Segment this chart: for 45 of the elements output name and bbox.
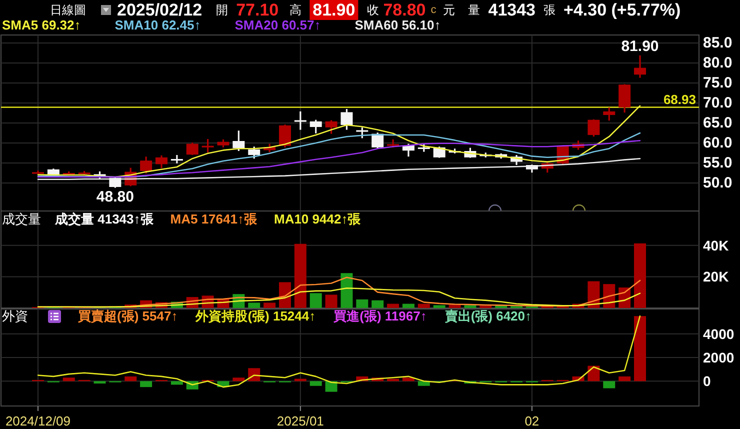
text: SMA5 69.32↑ — [2, 18, 81, 32]
x-tick-label: 2025/01 — [276, 414, 324, 428]
annotation: 48.80 — [96, 188, 134, 206]
chart-title: 日線圖 — [50, 3, 86, 17]
annotation: 買賣超(張) 5547↑ — [77, 308, 178, 324]
annotation: 賣出(張) 6420↑ — [444, 308, 532, 324]
annotation: 買進(張) 11967↑ — [332, 308, 427, 324]
chart-title: 成交量 — [2, 212, 41, 226]
y-tick-label: 40K — [703, 237, 729, 254]
text: 2025/02/12 — [117, 0, 202, 20]
text: 開 — [216, 3, 228, 17]
text: 張 — [544, 3, 556, 17]
text: 高 — [290, 3, 302, 17]
text: MA10 9442↑張 — [274, 212, 362, 226]
y-tick-label: 85.0 — [703, 34, 732, 52]
y-tick-label: 50.0 — [703, 174, 732, 192]
chart-title: 外資 — [2, 308, 28, 324]
text: SMA10 62.45↑ — [114, 18, 201, 32]
y-tick-label: 4000 — [703, 326, 734, 342]
text: 元 — [443, 3, 456, 17]
y-tick-label: 2000 — [703, 350, 734, 366]
x-tick-label: 2024/12/09 — [5, 414, 71, 428]
y-tick-label: 60.0 — [703, 134, 732, 152]
y-tick-label: 0 — [703, 373, 711, 390]
text: +4.30 (+5.77%) — [564, 0, 681, 20]
annotation: 成交量 41343↑張 — [54, 212, 154, 226]
text: 外資持股(張) 15244↑ — [194, 308, 316, 324]
x-tick-label: 02 — [524, 414, 540, 428]
text: 收 — [367, 3, 380, 17]
text: c — [430, 4, 437, 16]
text: 量 — [468, 3, 480, 17]
text: 78.80 — [383, 0, 426, 20]
y-tick-label: 20K — [703, 268, 729, 285]
y-tick-label: 65.0 — [703, 114, 732, 132]
text: SMA60 56.10↑ — [354, 18, 441, 32]
y-tick-label: 75.0 — [703, 74, 732, 92]
text: 77.10 — [236, 0, 279, 20]
text: MA5 17641↑張 — [170, 212, 258, 226]
annotation: 81.90 — [621, 38, 659, 55]
y-tick-label: 55.0 — [703, 154, 732, 172]
y-tick-label: 70.0 — [703, 94, 732, 112]
text: 41343 — [488, 0, 536, 20]
text: SMA20 60.57↑ — [234, 18, 321, 32]
y-tick-label: 80.0 — [703, 54, 732, 72]
ref-line-label: 68.93 — [663, 92, 696, 107]
